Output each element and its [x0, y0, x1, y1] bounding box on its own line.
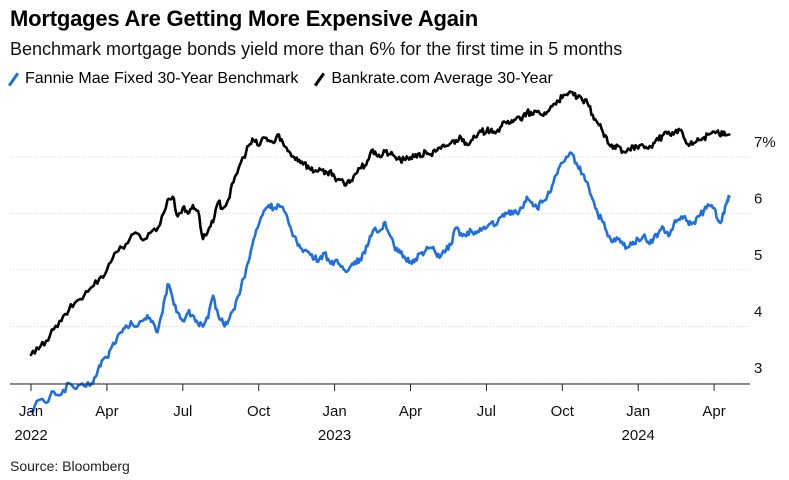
legend-item-fannie-mae: Fannie Mae Fixed 30-Year Benchmark	[7, 70, 299, 88]
series	[29, 90, 731, 413]
grid	[10, 156, 750, 384]
x-tick-label: Jan	[626, 403, 650, 420]
series-line-fannie-mae	[29, 151, 731, 413]
legend-item-bankrate: Bankrate.com Average 30-Year	[314, 70, 553, 88]
x-tick-label: Apr	[95, 403, 118, 420]
x-axis: Jan 2022 Apr Jul Oct Jan 2023 Apr Jul Oct Jan 2024 A…	[10, 383, 750, 444]
legend-label-bankrate: Bankrate.com Average 30-Year	[331, 70, 553, 87]
x-tick-label: Oct	[247, 403, 271, 420]
chart-subtitle: Benchmark mortgage bonds yield more than…	[10, 39, 623, 59]
x-tick-label: Apr	[399, 403, 422, 420]
source-note: Source: Bloomberg	[10, 458, 130, 474]
legend: Fannie Mae Fixed 30-Year Benchmark Bankr…	[7, 70, 571, 88]
x-tick-year-label: 2024	[622, 427, 655, 444]
x-tick-label: Oct	[551, 403, 575, 420]
y-tick-label: 6	[754, 191, 762, 208]
y-tick-label: 3	[754, 360, 762, 377]
chart-title: Mortgages Are Getting More Expensive Aga…	[10, 6, 478, 31]
y-axis-labels: 7% 6 5 4 3	[754, 134, 776, 377]
x-tick-label: Jan	[19, 403, 43, 420]
x-tick-year-label: 2022	[14, 427, 47, 444]
y-tick-label: 4	[754, 304, 762, 321]
y-tick-label: 7%	[754, 134, 776, 151]
legend-label-fannie-mae: Fannie Mae Fixed 30-Year Benchmark	[25, 70, 299, 87]
x-tick-label: Apr	[702, 403, 725, 420]
y-tick-label: 5	[754, 247, 762, 264]
x-tick-year-label: 2023	[318, 427, 351, 444]
x-tick-label: Jul	[173, 403, 192, 420]
series-line-bankrate	[29, 90, 731, 357]
x-tick-label: Jul	[477, 403, 496, 420]
x-tick-label: Jan	[323, 403, 347, 420]
